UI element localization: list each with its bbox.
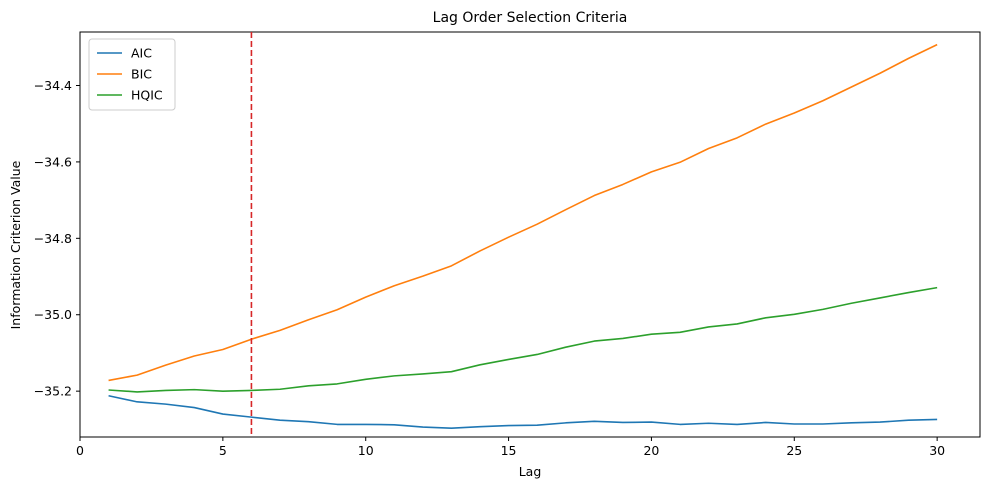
y-axis-ticks: −35.2 −35.0 −34.8 −34.6 −34.4 xyxy=(34,78,80,399)
legend-box xyxy=(88,38,176,111)
y-tick-label: −35.2 xyxy=(34,384,72,399)
series-lines xyxy=(108,32,938,437)
legend-label: AIC xyxy=(131,46,152,61)
y-tick-label: −34.4 xyxy=(34,78,72,93)
legend-label: BIC xyxy=(131,67,152,82)
y-tick-label: −34.8 xyxy=(34,231,72,246)
x-tick-label: 20 xyxy=(643,443,659,458)
series-line-aic xyxy=(108,394,938,430)
y-tick-label: −35.0 xyxy=(34,307,72,322)
x-tick-label: 25 xyxy=(786,443,802,458)
series-line-hqic xyxy=(108,286,938,393)
legend: AIC BIC HQIC xyxy=(88,38,176,111)
plot-frame xyxy=(79,31,981,438)
legend-label: HQIC xyxy=(131,88,163,103)
x-axis-ticks: 0 5 10 15 20 25 30 xyxy=(76,437,945,458)
x-tick-label: 5 xyxy=(219,443,227,458)
chart-title: Lag Order Selection Criteria xyxy=(433,10,628,26)
x-tick-label: 30 xyxy=(929,443,945,458)
plot-area xyxy=(79,31,981,438)
x-tick-label: 0 xyxy=(76,443,84,458)
series-line-bic xyxy=(108,43,938,382)
x-tick-label: 15 xyxy=(501,443,517,458)
y-tick-label: −34.6 xyxy=(34,154,72,169)
y-axis-label: Information Criterion Value xyxy=(8,160,23,329)
x-tick-label: 10 xyxy=(358,443,374,458)
x-axis-label: Lag xyxy=(519,464,542,479)
